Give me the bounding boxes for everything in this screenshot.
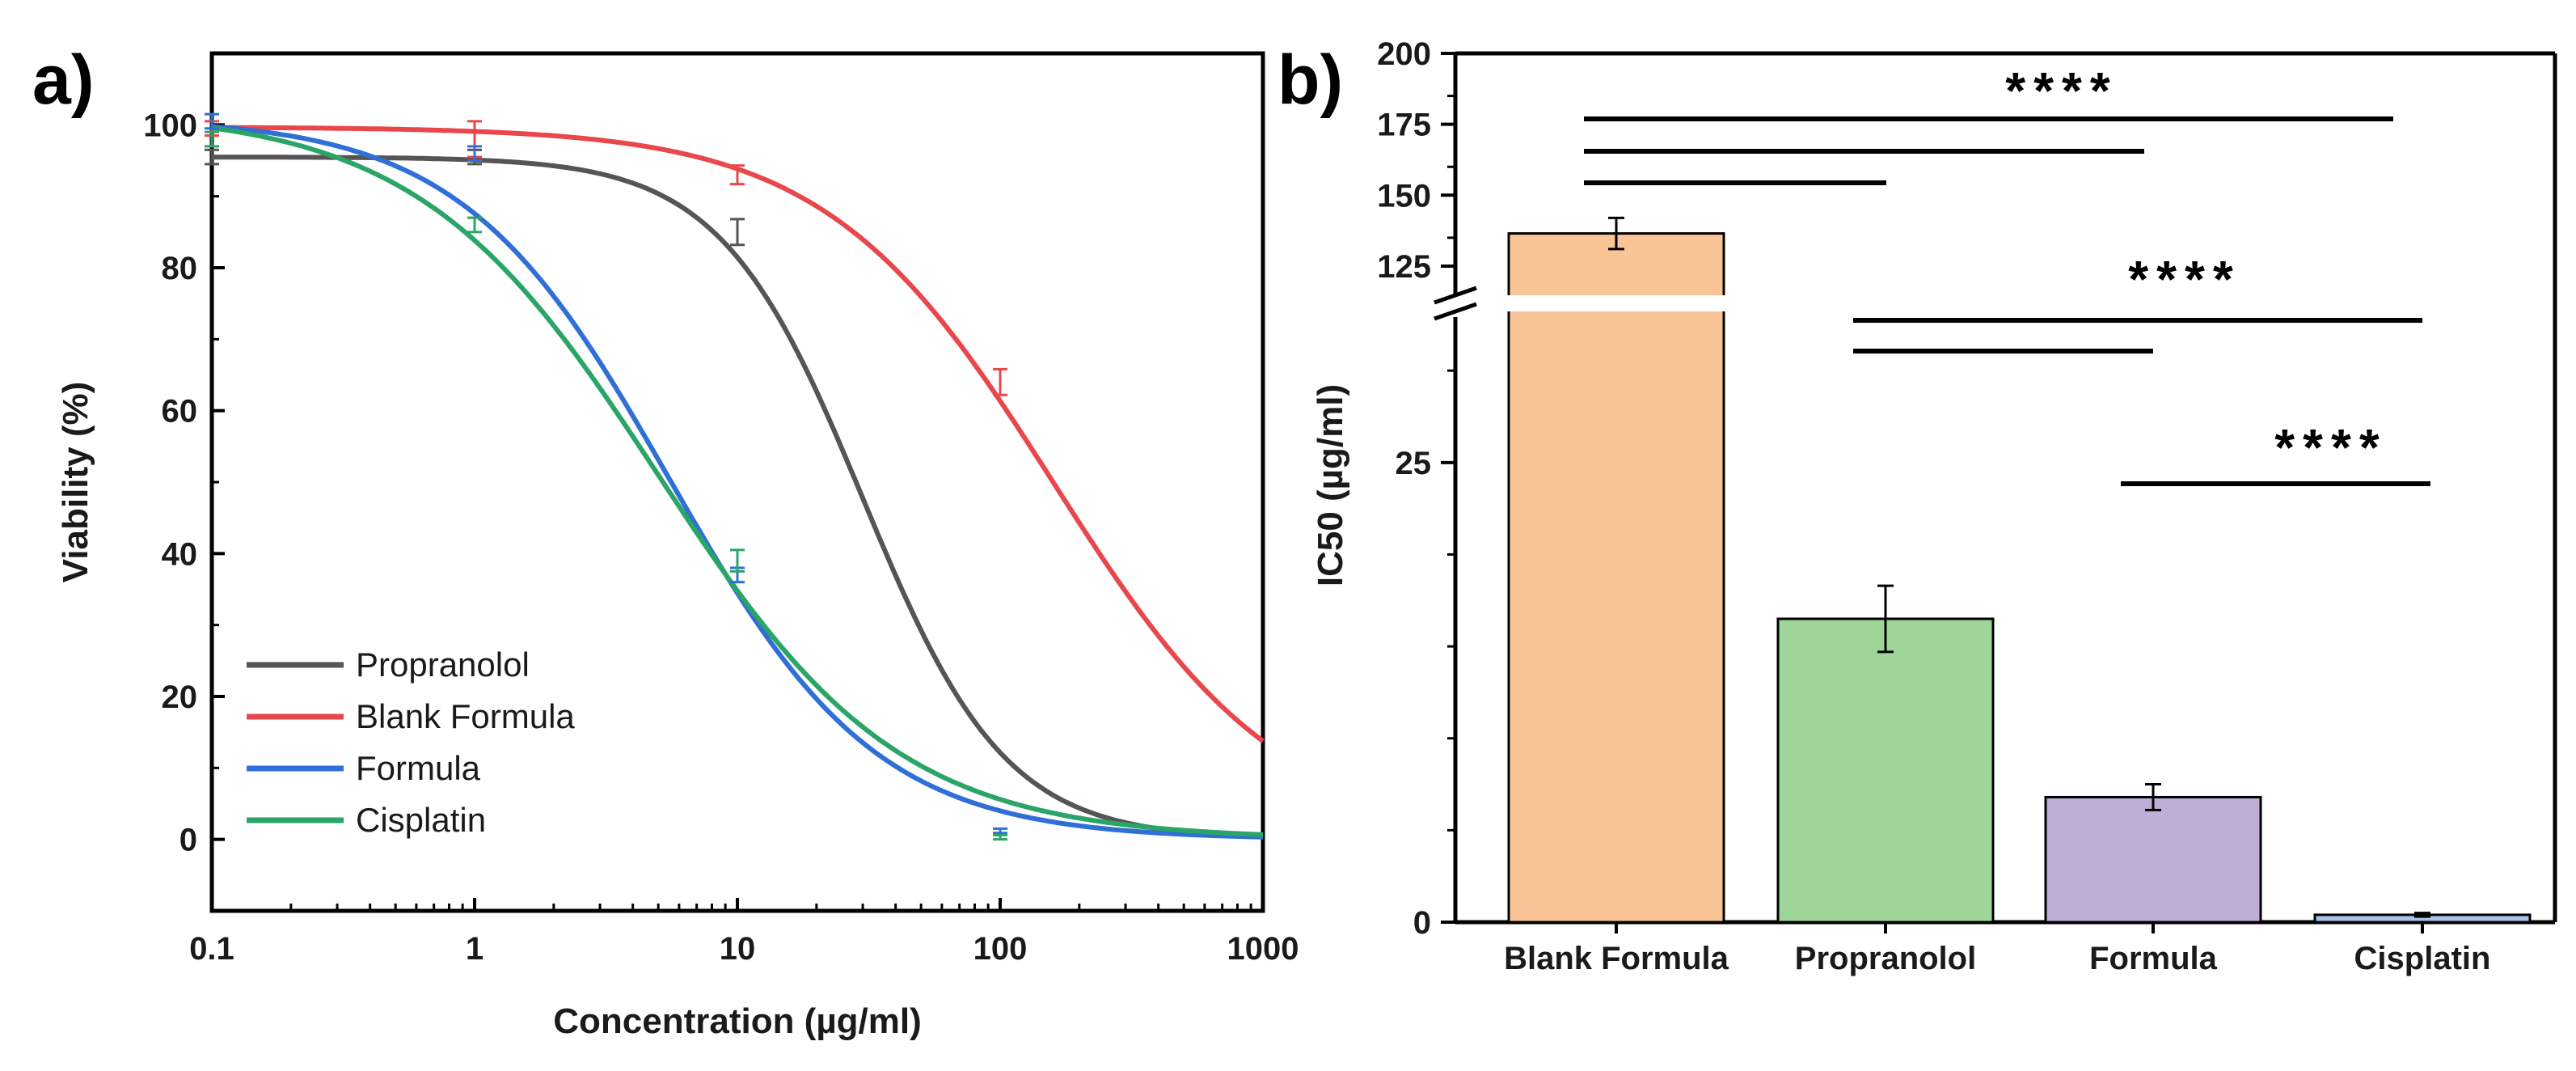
error-bar <box>205 130 219 148</box>
x-tick-label: 1000 <box>1227 931 1299 967</box>
y-tick-label: 40 <box>162 536 198 572</box>
error-bar <box>2145 783 2161 811</box>
x-tick-label: 100 <box>973 931 1028 967</box>
x-tick-label: Propranolol <box>1795 941 1976 976</box>
x-tick-label: 10 <box>720 931 756 967</box>
error-bar <box>205 148 219 166</box>
error-bar <box>205 112 219 130</box>
significance-stars: **** <box>2274 418 2388 476</box>
legend-label: Cisplatin <box>356 801 486 839</box>
error-bar <box>1877 584 1894 654</box>
viability-chart: a) 0.1 1 10 100 1000 0 20 40 60 80 100 Concentrati… <box>32 41 1299 1041</box>
significance-stars: **** <box>2005 61 2118 120</box>
bars: Blank Formula Propranolol Formula Cisplatin <box>1504 216 2532 976</box>
error-bar <box>467 216 482 234</box>
legend-label: Formula <box>356 749 481 787</box>
axis-break-mark-lower <box>1434 302 1477 321</box>
axis-ticks-a: 0.1 1 10 100 1000 0 20 40 60 80 100 <box>143 108 1299 967</box>
x-tick-label: Formula <box>2089 941 2218 976</box>
y-axis-label-b: IC50 (µg/ml) <box>1311 384 1350 586</box>
axis-ticks-b: 0 25 125 150 175 200 <box>1377 36 1455 941</box>
x-tick-label: Cisplatin <box>2354 941 2491 976</box>
bar-blank-formula <box>1507 232 1725 924</box>
error-bar <box>730 548 745 573</box>
y-tick-label: 0 <box>179 823 197 858</box>
y-tick-label: 100 <box>143 108 197 143</box>
y-tick-label: 25 <box>1396 446 1432 481</box>
panel-a-label: a) <box>32 41 94 119</box>
y-tick-label: 200 <box>1377 36 1431 72</box>
error-bar <box>993 827 1007 835</box>
legend: Propranolol Blank Formula Formula Cisplatin <box>247 646 575 839</box>
fit-curve-cisplatin <box>211 125 1264 837</box>
error-bar <box>467 145 482 162</box>
ic50-chart: b) Blank Formula Propranolol Formula Cispla… <box>1277 36 2557 976</box>
y-tick-label: 175 <box>1377 108 1431 143</box>
y-tick-label: 150 <box>1377 178 1431 214</box>
y-axis-label-a: Viability (%) <box>56 382 95 583</box>
error-bar <box>1608 216 1624 251</box>
error-bar <box>730 164 745 186</box>
y-tick-label: 20 <box>162 679 198 715</box>
error-bar <box>2414 912 2430 918</box>
x-tick-label: 0.1 <box>189 931 234 967</box>
y-tick-label: 125 <box>1377 249 1431 285</box>
x-tick-label: Blank Formula <box>1504 941 1729 976</box>
x-tick-label: 1 <box>466 931 484 967</box>
axis-break-gap <box>1447 295 2547 311</box>
panel-b-label: b) <box>1277 41 1343 119</box>
significance-stars: **** <box>2128 250 2241 308</box>
error-bar <box>730 218 745 247</box>
fit-curve-propranolol <box>212 155 1264 840</box>
x-axis-label-a: Concentration (µg/ml) <box>553 1001 922 1041</box>
error-bar <box>993 367 1007 396</box>
legend-label: Blank Formula <box>356 697 575 735</box>
y-tick-label: 80 <box>162 251 198 286</box>
error-bar <box>993 833 1007 841</box>
y-tick-label: 0 <box>1413 905 1431 941</box>
data-points <box>205 112 1007 841</box>
significance-brackets: **** **** **** <box>1584 61 2430 486</box>
axis-break-mark-upper <box>1434 286 1477 305</box>
y-tick-label: 60 <box>162 394 198 430</box>
bar-formula <box>2044 795 2262 924</box>
bar-propranolol <box>1776 617 1995 924</box>
legend-label: Propranolol <box>356 646 530 684</box>
